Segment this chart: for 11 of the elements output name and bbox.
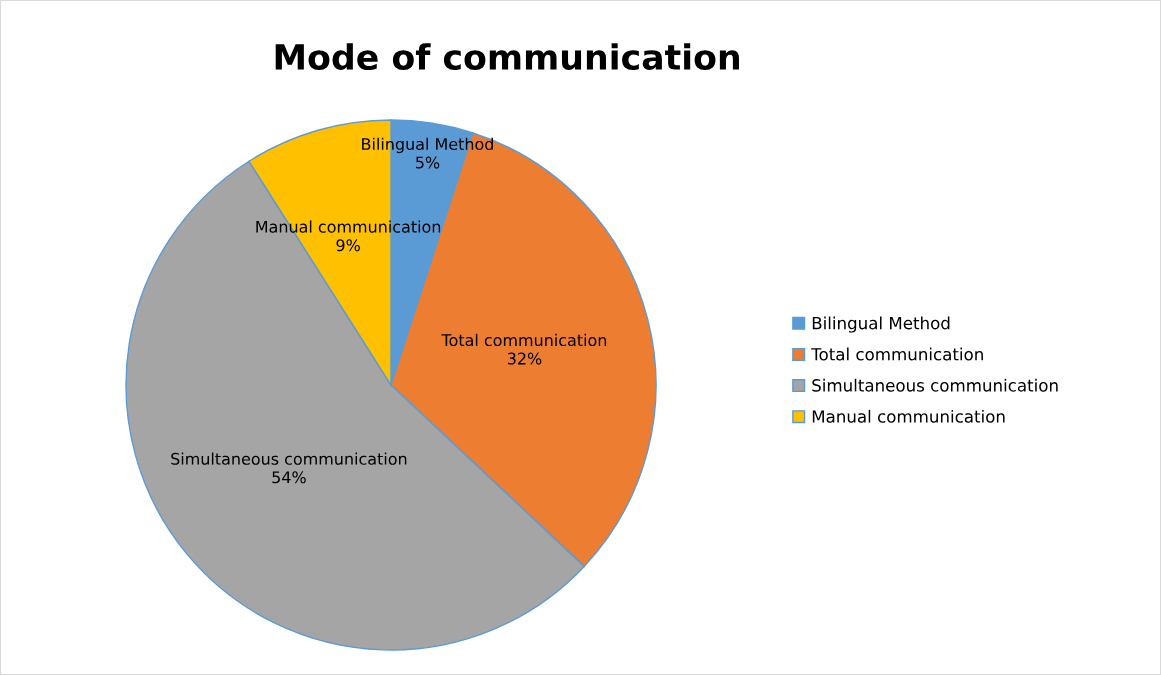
data-label: 54% [272, 471, 306, 484]
slice-label: Total communication [441, 333, 607, 347]
legend-label: Manual communication [812, 409, 1005, 423]
legend-label: Total communication [811, 347, 983, 361]
chart-title: Mode of communication [275, 43, 739, 71]
legend-label: Simultaneous communication [812, 378, 1058, 392]
slice-label: Simultaneous communication [171, 452, 407, 465]
data-label: 9% [336, 239, 360, 252]
data-label: 5% [416, 156, 440, 169]
data-label: 32% [507, 352, 542, 365]
legend-label: Bilingual Method [812, 316, 950, 333]
